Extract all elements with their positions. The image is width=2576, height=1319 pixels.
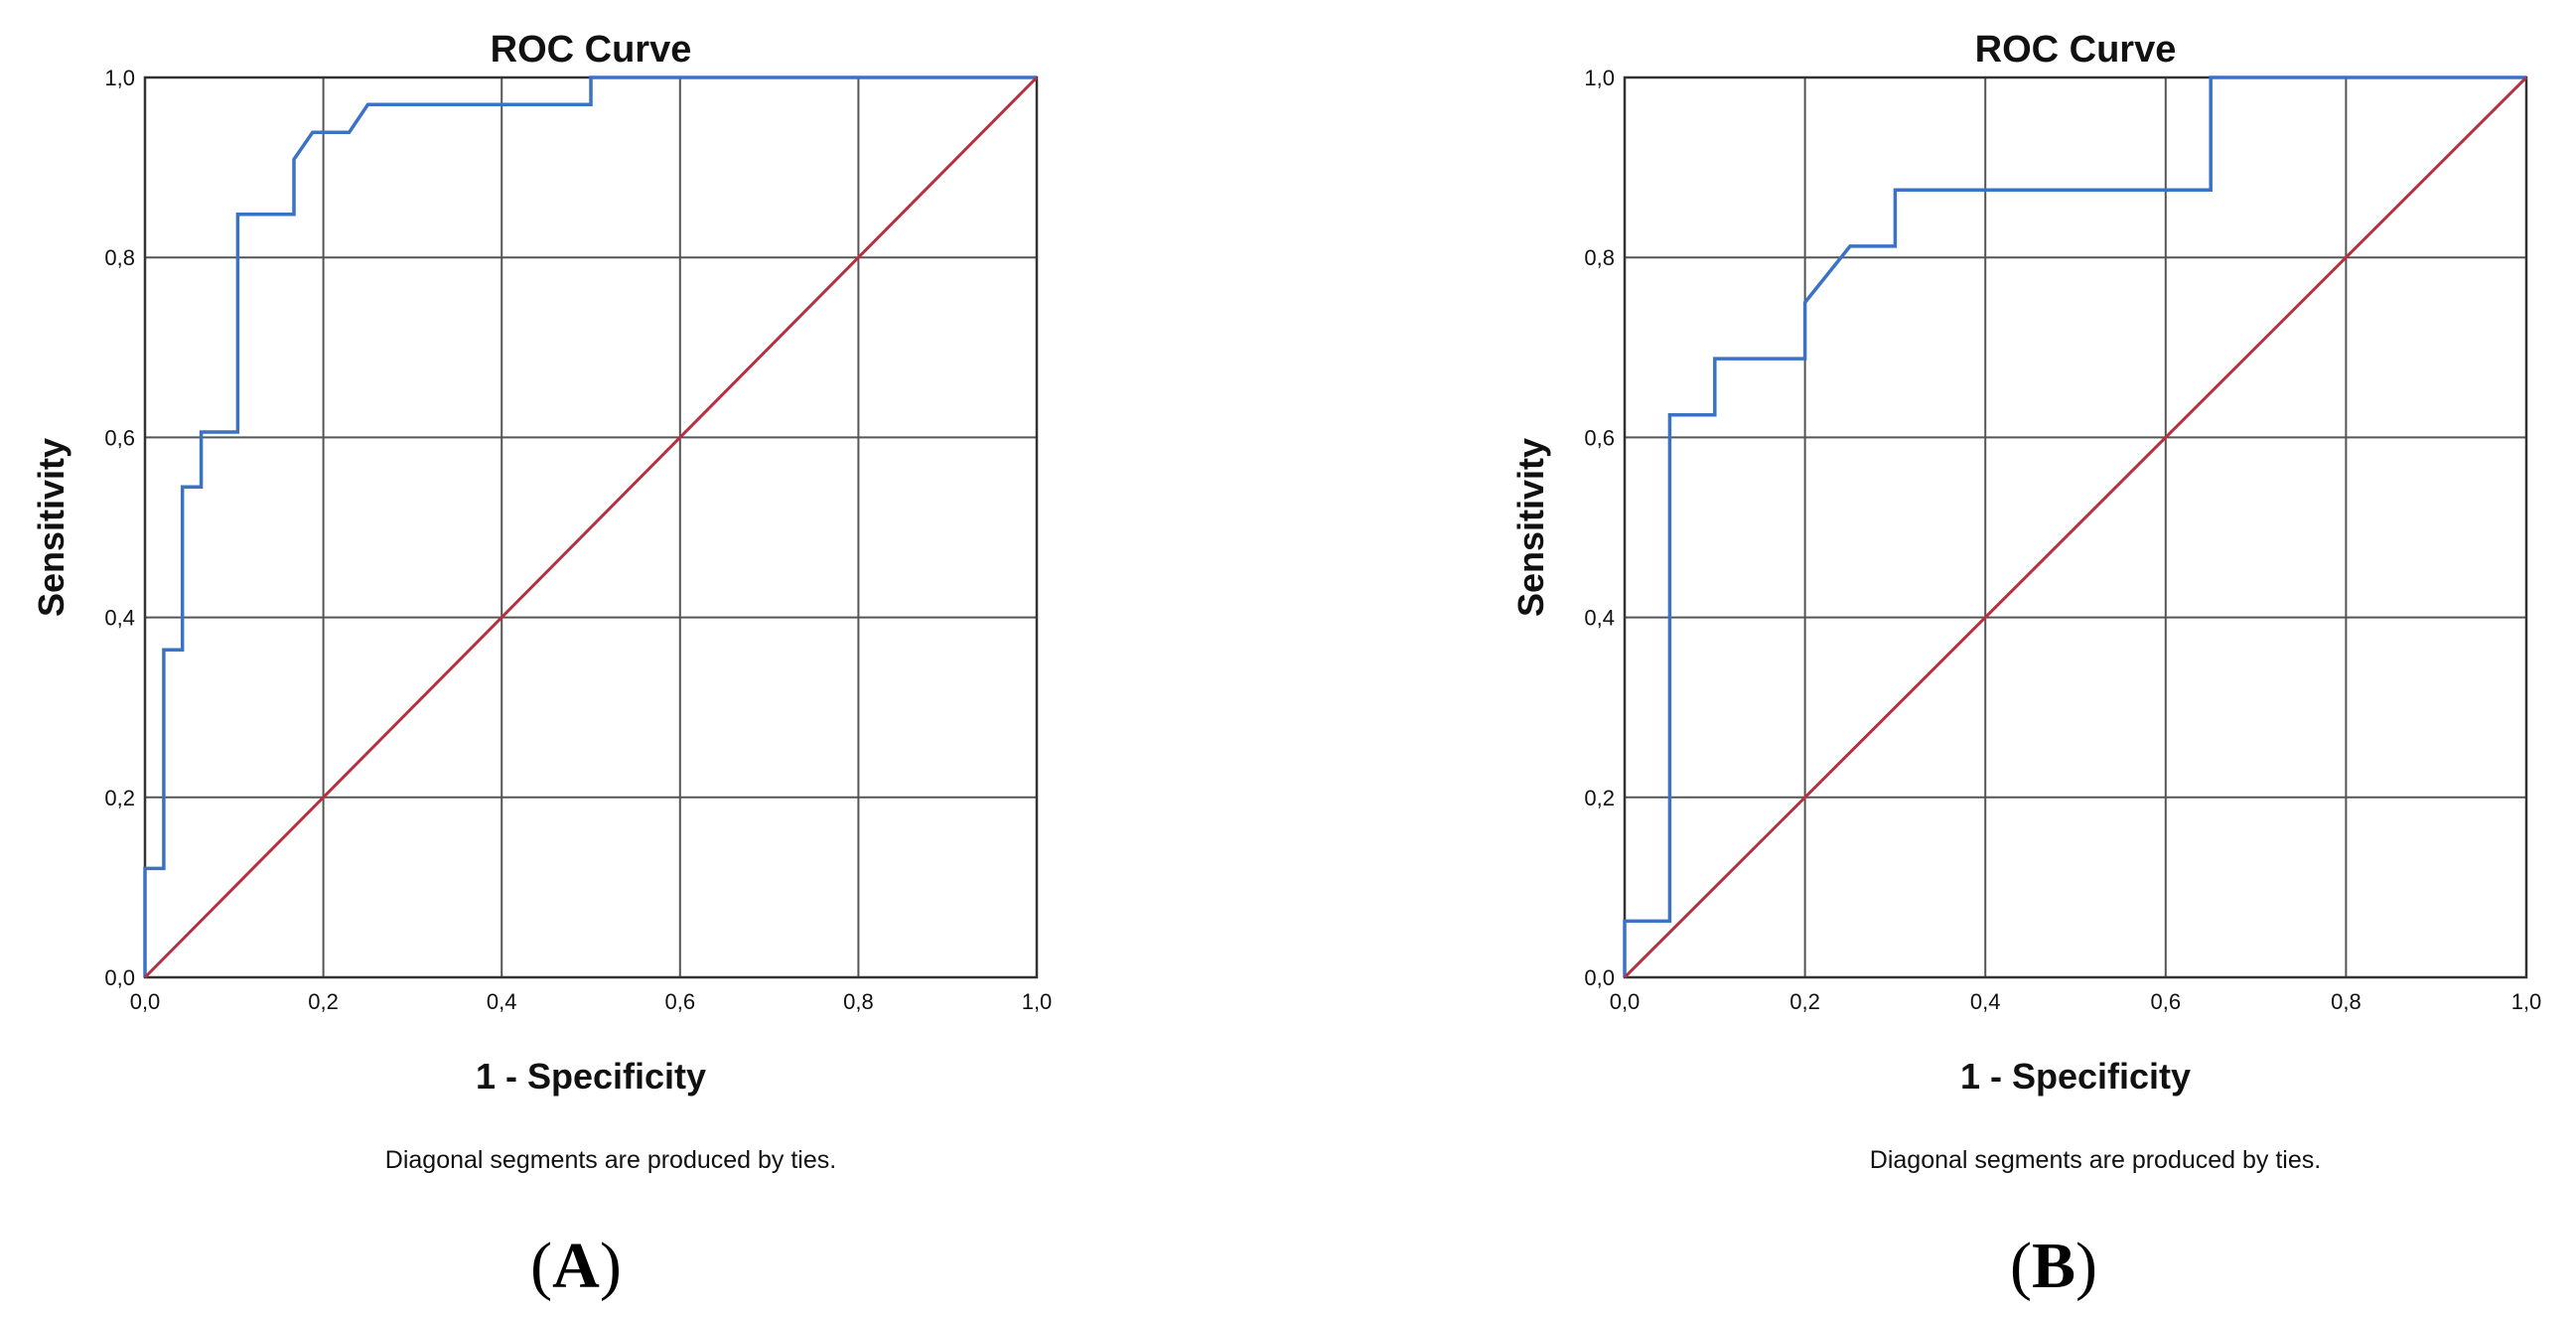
panel-label-letter: B <box>2032 1230 2075 1302</box>
x-tick-label: 0,4 <box>487 989 517 1014</box>
y-tick-label: 0,4 <box>1584 606 1615 631</box>
x-tick-label: 0,8 <box>843 989 874 1014</box>
plot-frame <box>1623 75 2528 979</box>
x-tick-label: 0,6 <box>2151 989 2182 1014</box>
y-tick-label: 0,4 <box>104 606 135 631</box>
x-axis-label: 1 - Specificity <box>1960 1056 2191 1097</box>
y-axis-label: Sensitivity <box>1510 438 1551 617</box>
x-tick-label: 0,2 <box>308 989 339 1014</box>
x-axis-label: 1 - Specificity <box>476 1056 706 1097</box>
y-tick-label: 0,6 <box>104 425 135 450</box>
y-tick-label: 0,0 <box>104 965 135 990</box>
panel-label: (A) <box>530 1230 622 1302</box>
panel-label: (B) <box>2010 1230 2097 1302</box>
x-tick-label: 0,0 <box>1610 989 1641 1014</box>
chart-panel-b: 0,0 0,2 0,4 0,6 0,8 1,0 0,0 0,2 0,4 0,6 0,8 1,0 ROC … <box>1510 29 2541 1302</box>
reference-diagonal-line <box>143 75 1039 979</box>
chart-panel-a: 0,0 0,2 0,4 0,6 0,8 1,0 0,0 0,2 0,4 0,6 0,8 1,0 ROC … <box>31 29 1052 1302</box>
panel-label-close-paren: ) <box>600 1230 622 1302</box>
y-tick-label: 0,8 <box>104 245 135 270</box>
roc-curve-line <box>1623 75 2526 977</box>
ties-footnote: Diagonal segments are produced by ties. <box>385 1146 836 1174</box>
y-tick-label: 0,2 <box>104 786 135 810</box>
x-tick-label: 1,0 <box>1022 989 1053 1014</box>
panel-label-close-paren: ) <box>2075 1230 2097 1302</box>
panel-label-open-paren: ( <box>2010 1230 2032 1302</box>
y-axis-label: Sensitivity <box>31 438 72 617</box>
roc-curve-line <box>143 75 1037 977</box>
x-tick-label: 0,2 <box>1789 989 1820 1014</box>
panel-label-letter: A <box>552 1230 600 1302</box>
x-tick-label: 0,4 <box>1970 989 2001 1014</box>
reference-diagonal-line <box>1623 75 2528 979</box>
x-tick-label: 0,0 <box>130 989 161 1014</box>
ties-footnote: Diagonal segments are produced by ties. <box>1870 1146 2321 1174</box>
chart-title: ROC Curve <box>1975 29 2177 71</box>
x-tick-label: 0,8 <box>2331 989 2361 1014</box>
chart-title: ROC Curve <box>491 29 692 71</box>
y-tick-label: 0,6 <box>1584 425 1615 450</box>
x-tick-label: 0,6 <box>665 989 696 1014</box>
y-tick-label: 0,2 <box>1584 786 1615 810</box>
y-tick-label: 1,0 <box>1584 66 1615 90</box>
y-tick-label: 0,8 <box>1584 245 1615 270</box>
x-tick-label: 1,0 <box>2511 989 2542 1014</box>
y-tick-label: 0,0 <box>1584 965 1615 990</box>
y-tick-label: 1,0 <box>104 66 135 90</box>
panel-label-open-paren: ( <box>530 1230 552 1302</box>
